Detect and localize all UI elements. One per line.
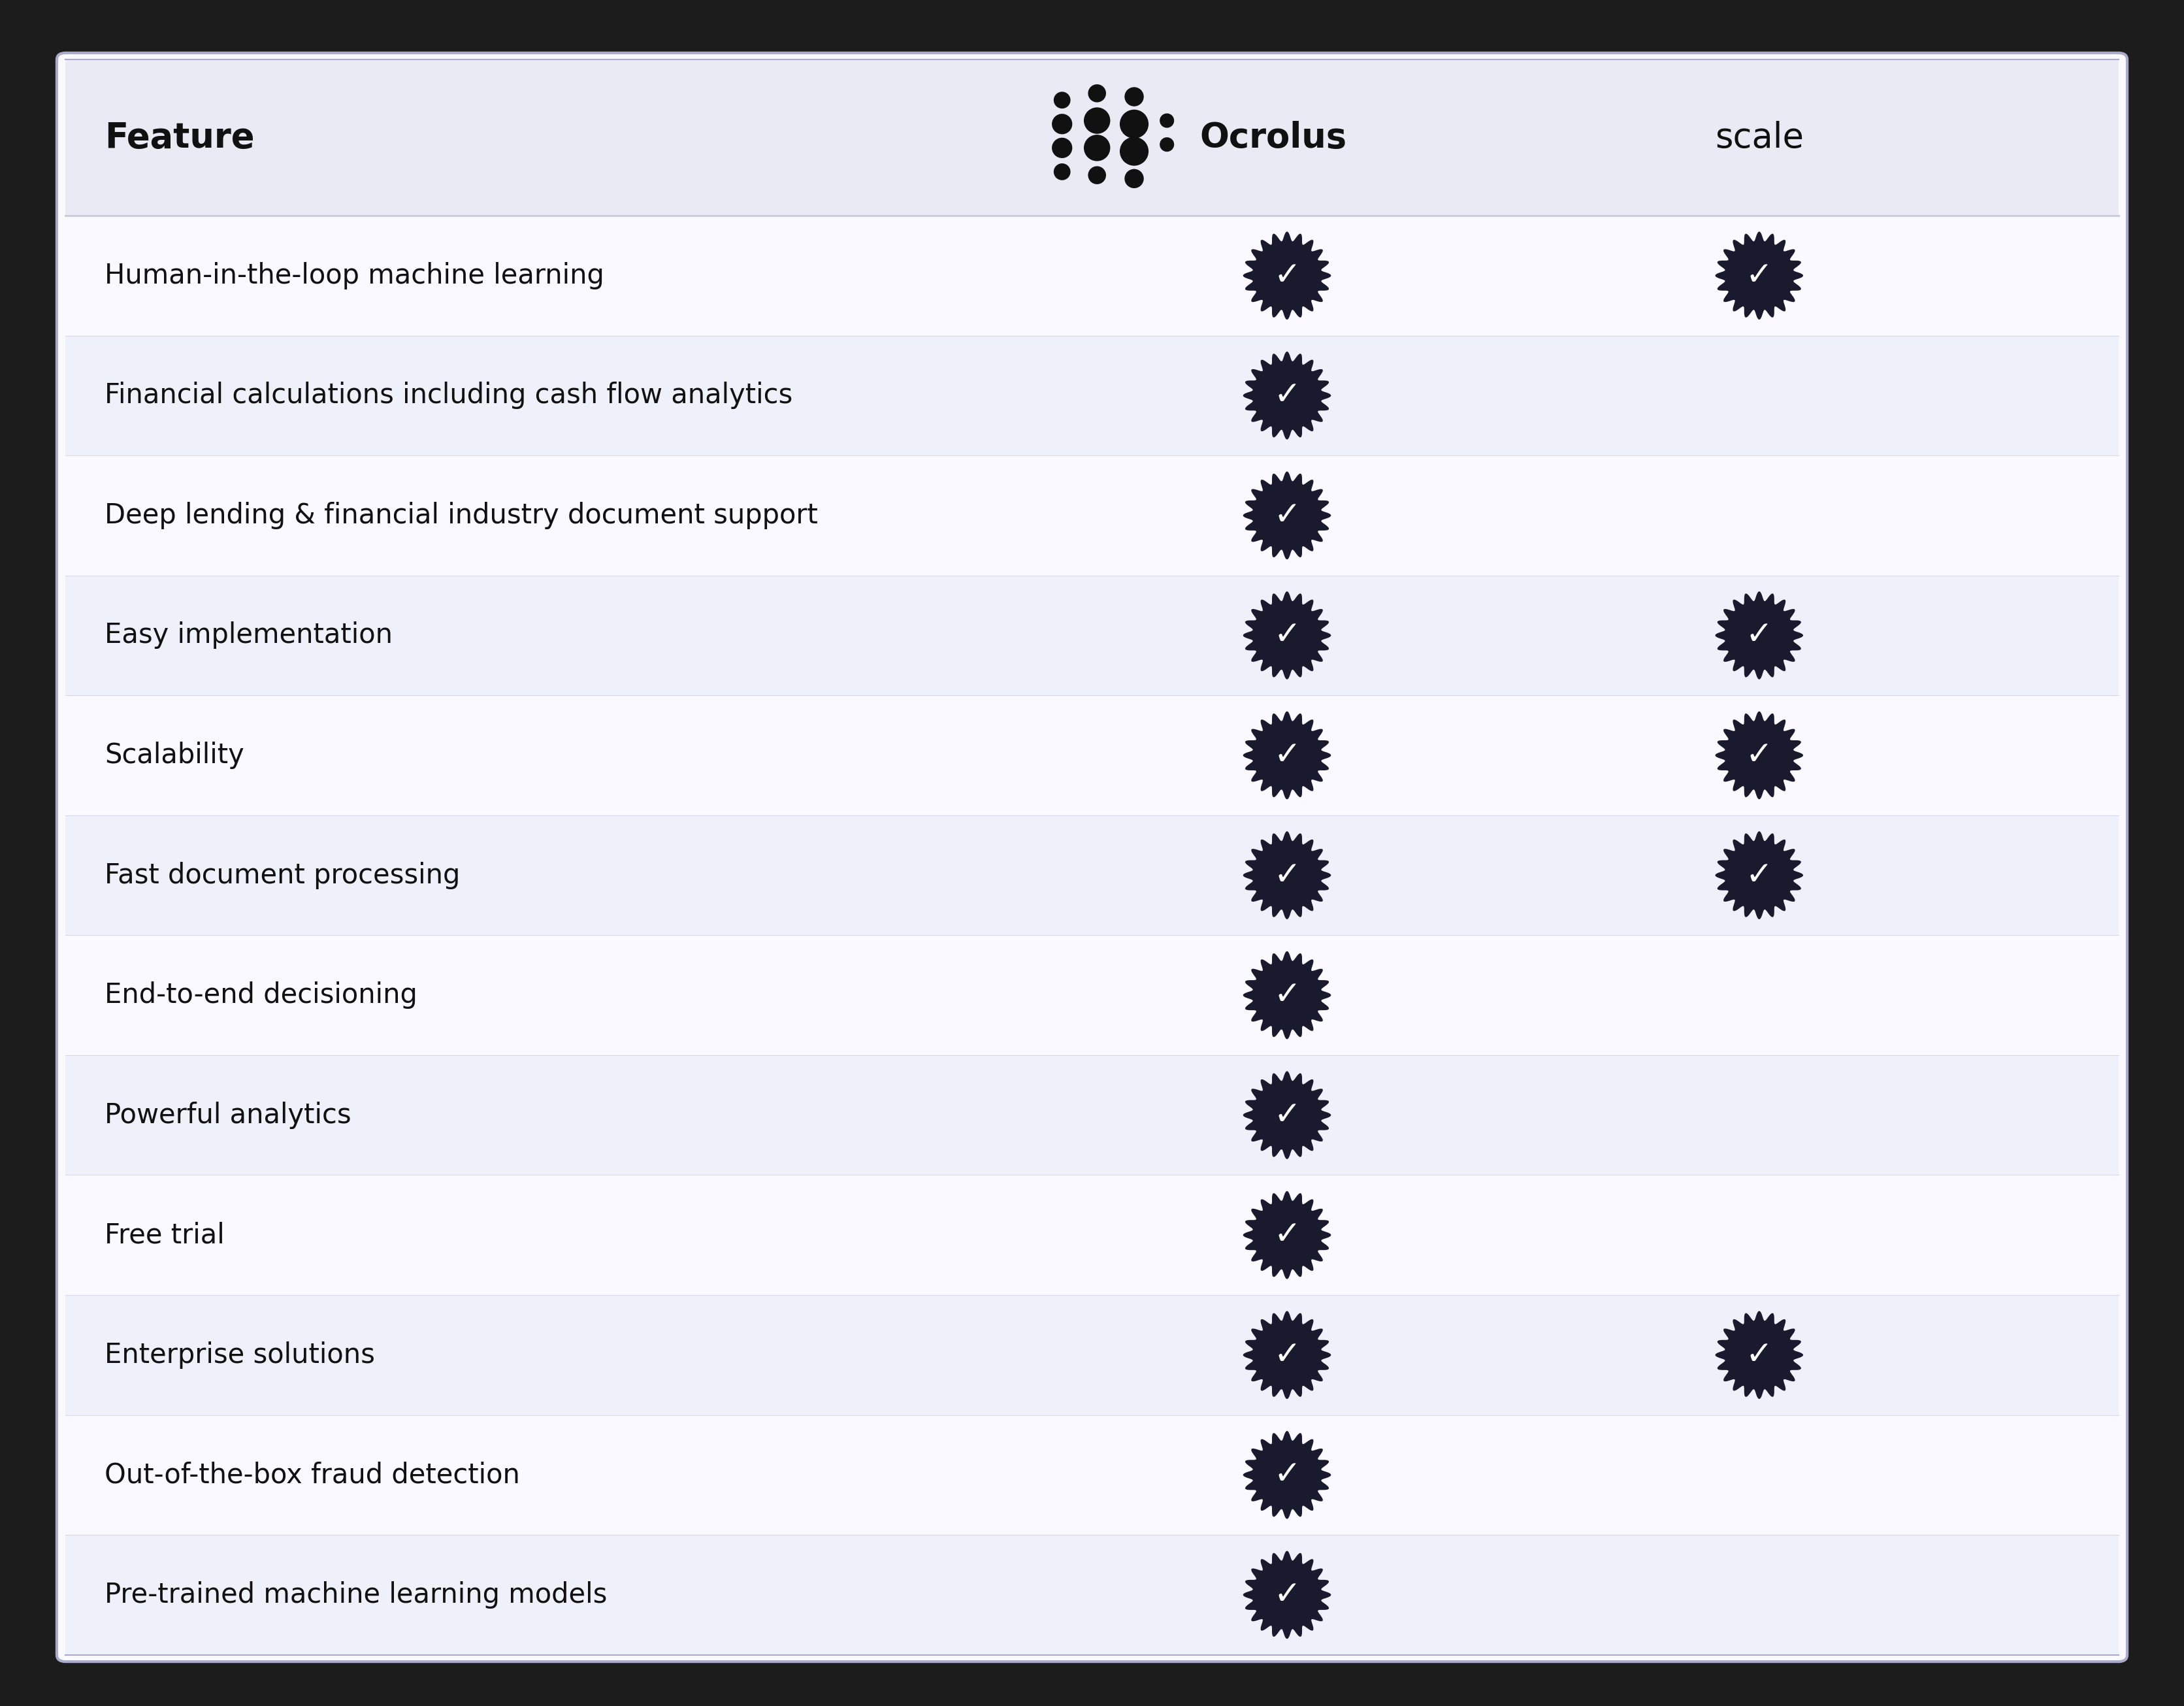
Ellipse shape [1120, 109, 1149, 138]
Text: ✓: ✓ [1745, 860, 1773, 891]
Ellipse shape [1083, 135, 1109, 160]
Ellipse shape [1125, 87, 1144, 106]
Polygon shape [1243, 232, 1330, 319]
Bar [66, 1414, 2118, 1535]
Bar [66, 815, 2118, 935]
Ellipse shape [1160, 113, 1175, 128]
Bar [66, 696, 2118, 815]
Ellipse shape [1053, 164, 1070, 181]
Polygon shape [1243, 1551, 1330, 1639]
Polygon shape [1714, 711, 1804, 800]
Text: Deep lending & financial industry document support: Deep lending & financial industry docume… [105, 502, 819, 529]
Text: Ocrolus: Ocrolus [1199, 121, 1348, 155]
Text: Easy implementation: Easy implementation [105, 621, 393, 648]
Text: Pre-trained machine learning models: Pre-trained machine learning models [105, 1581, 607, 1609]
Bar [66, 575, 2118, 696]
Text: ✓: ✓ [1273, 259, 1302, 292]
Text: Scalability: Scalability [105, 742, 245, 769]
Polygon shape [1714, 831, 1804, 920]
Text: Human-in-the-loop machine learning: Human-in-the-loop machine learning [105, 261, 605, 290]
Text: ✓: ✓ [1745, 619, 1773, 652]
Ellipse shape [1088, 165, 1105, 184]
Polygon shape [1243, 1071, 1330, 1158]
Text: ✓: ✓ [1273, 500, 1302, 531]
Text: Enterprise solutions: Enterprise solutions [105, 1341, 376, 1368]
Polygon shape [1243, 711, 1330, 800]
Ellipse shape [1120, 136, 1149, 165]
Text: ✓: ✓ [1273, 380, 1302, 411]
Bar [66, 1054, 2118, 1175]
Text: ✓: ✓ [1273, 740, 1302, 771]
Bar [66, 456, 2118, 575]
Polygon shape [1243, 351, 1330, 440]
Bar [66, 60, 2118, 215]
Polygon shape [1243, 592, 1330, 679]
Bar [66, 935, 2118, 1054]
Text: scale: scale [1714, 121, 1804, 155]
Polygon shape [1243, 831, 1330, 920]
Text: ✓: ✓ [1745, 740, 1773, 771]
Ellipse shape [1053, 114, 1072, 135]
Bar [66, 1175, 2118, 1295]
Ellipse shape [1088, 84, 1105, 102]
Text: ✓: ✓ [1273, 979, 1302, 1012]
Text: Financial calculations including cash flow analytics: Financial calculations including cash fl… [105, 382, 793, 409]
Bar [66, 1535, 2118, 1655]
Ellipse shape [1083, 107, 1109, 133]
Polygon shape [1714, 232, 1804, 319]
Bar [66, 215, 2118, 336]
Text: ✓: ✓ [1273, 860, 1302, 891]
Text: End-to-end decisioning: End-to-end decisioning [105, 981, 417, 1008]
Bar [66, 1295, 2118, 1414]
Text: ✓: ✓ [1273, 1580, 1302, 1610]
Ellipse shape [1053, 92, 1070, 109]
Polygon shape [1243, 1191, 1330, 1280]
Polygon shape [1243, 952, 1330, 1039]
Polygon shape [1243, 471, 1330, 560]
Polygon shape [1243, 1431, 1330, 1518]
Polygon shape [1714, 1310, 1804, 1399]
FancyBboxPatch shape [57, 53, 2127, 1662]
Text: Powerful analytics: Powerful analytics [105, 1102, 352, 1129]
Text: Free trial: Free trial [105, 1221, 225, 1249]
Ellipse shape [1125, 169, 1144, 188]
Text: Feature: Feature [105, 121, 256, 155]
Polygon shape [1243, 1310, 1330, 1399]
Text: ✓: ✓ [1745, 1339, 1773, 1370]
Text: ✓: ✓ [1745, 259, 1773, 292]
Ellipse shape [1053, 138, 1072, 159]
Polygon shape [1714, 592, 1804, 679]
Text: Out-of-the-box fraud detection: Out-of-the-box fraud detection [105, 1462, 520, 1489]
Ellipse shape [1160, 136, 1175, 152]
Bar [66, 336, 2118, 456]
Text: ✓: ✓ [1273, 1220, 1302, 1250]
Text: ✓: ✓ [1273, 1339, 1302, 1370]
Text: Fast document processing: Fast document processing [105, 862, 461, 889]
Text: ✓: ✓ [1273, 619, 1302, 652]
Text: ✓: ✓ [1273, 1459, 1302, 1491]
Text: ✓: ✓ [1273, 1099, 1302, 1131]
